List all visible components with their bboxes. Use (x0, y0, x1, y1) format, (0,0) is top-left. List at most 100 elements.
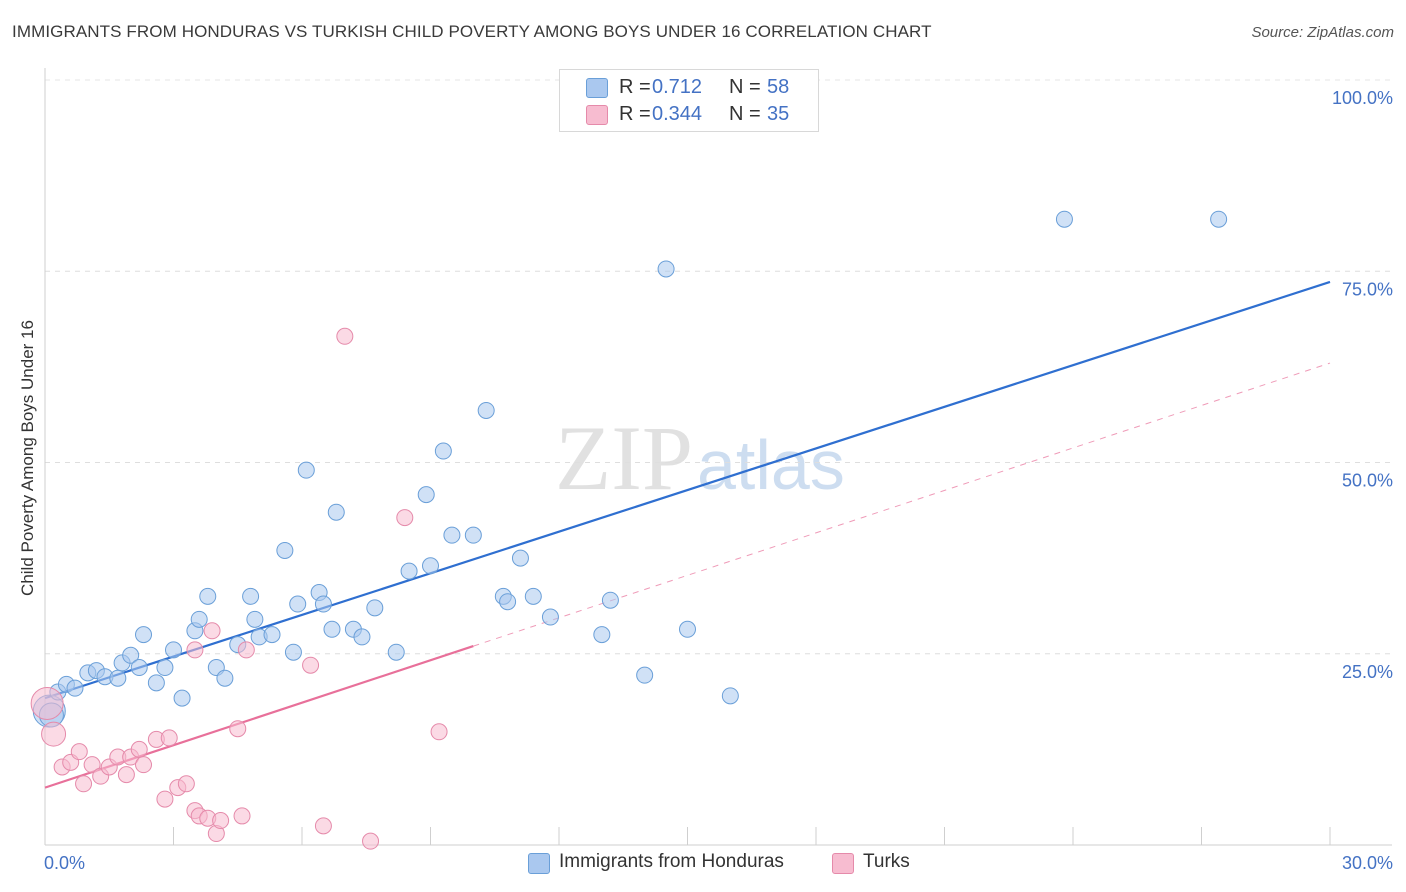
point-turks (336, 327, 354, 345)
point-honduras (601, 591, 619, 609)
point-honduras (387, 643, 405, 661)
point-honduras (323, 620, 341, 638)
point-honduras (190, 610, 208, 628)
point-honduras (327, 503, 345, 521)
point-turks (396, 509, 414, 527)
points-layer (30, 210, 1228, 850)
point-honduras (297, 461, 315, 479)
point-turks (212, 812, 230, 830)
source-text: Source: ZipAtlas.com (1251, 24, 1394, 41)
point-honduras (135, 626, 153, 644)
point-honduras (66, 679, 84, 697)
point-turks (203, 622, 221, 640)
point-honduras (263, 626, 281, 644)
bottom-legend-swatch-honduras (528, 853, 550, 874)
y-tick-label: 50.0% (1342, 471, 1393, 491)
point-honduras (314, 595, 332, 613)
point-honduras (434, 442, 452, 460)
bottom-legend-label-turks: Turks (863, 851, 910, 872)
point-honduras (417, 486, 435, 504)
point-turks (30, 686, 64, 720)
point-honduras (130, 659, 148, 677)
point-honduras (122, 646, 140, 664)
point-honduras (353, 628, 371, 646)
axes-layer (44, 68, 1392, 846)
point-turks (156, 790, 174, 808)
point-honduras (276, 541, 294, 559)
point-turks (75, 775, 93, 793)
chart-title: IMMIGRANTS FROM HONDURAS VS TURKISH CHIL… (12, 22, 932, 41)
point-turks (135, 756, 153, 774)
point-turks (117, 766, 135, 784)
legend-swatch-turks (586, 105, 608, 125)
bottom-legend-swatch-turks (832, 853, 854, 874)
point-honduras (156, 659, 174, 677)
point-honduras (443, 526, 461, 544)
legend-r-label: R = (619, 76, 651, 98)
y-axis-label: Child Poverty Among Boys Under 16 (18, 320, 37, 596)
legend-swatch-honduras (586, 78, 608, 98)
tick-labels: 25.0% 50.0% 75.0% 100.0% 0.0% 30.0% (44, 88, 1393, 873)
stats-legend: R = 0.712 N = 58 R = 0.344 N = 35 (559, 69, 819, 132)
legend-r-value: 0.344 (652, 103, 703, 125)
legend-r-label: R = (619, 103, 651, 125)
bottom-legend-label-honduras: Immigrants from Honduras (559, 851, 784, 872)
point-honduras (289, 595, 307, 613)
point-honduras (366, 599, 384, 617)
point-honduras (541, 608, 559, 626)
point-honduras (173, 689, 191, 707)
point-honduras (284, 643, 302, 661)
point-turks (430, 723, 448, 741)
point-turks (177, 775, 195, 793)
trend-layer (44, 280, 1331, 789)
point-turks (186, 641, 204, 659)
point-honduras (165, 641, 182, 659)
source-attribution: Source: ZipAtlas.com (1251, 24, 1394, 41)
point-honduras (593, 626, 611, 644)
legend-n-label: N = (729, 76, 761, 98)
point-honduras (109, 669, 127, 687)
point-turks (233, 807, 251, 825)
point-honduras (422, 557, 439, 575)
trend-line-turks-extension (473, 362, 1331, 647)
grid-layer (45, 79, 1392, 655)
point-honduras (511, 549, 529, 567)
point-turks (237, 641, 255, 659)
point-honduras (499, 593, 517, 611)
point-turks (160, 729, 178, 747)
point-honduras (721, 687, 739, 705)
point-turks (83, 756, 101, 774)
point-honduras (636, 666, 654, 684)
legend-n-value: 58 (767, 76, 790, 98)
point-honduras (1210, 210, 1228, 228)
point-turks (41, 721, 67, 747)
point-honduras (246, 610, 264, 628)
point-honduras (657, 260, 675, 278)
point-turks (362, 832, 380, 850)
legend-n-value: 35 (767, 103, 790, 125)
y-tick-label: 100.0% (1332, 88, 1393, 108)
point-honduras (400, 562, 418, 580)
point-honduras (216, 669, 234, 687)
point-honduras (464, 526, 482, 544)
point-honduras (679, 620, 696, 638)
point-honduras (1055, 210, 1073, 228)
watermark-atlas: atlas (697, 426, 845, 504)
y-tick-label: 75.0% (1342, 279, 1393, 299)
point-turks (70, 743, 88, 761)
x-tick-label: 0.0% (44, 853, 85, 873)
point-honduras (524, 587, 542, 605)
point-honduras (147, 674, 165, 692)
point-turks (314, 817, 332, 835)
legend-r-value: 0.712 (652, 76, 703, 98)
watermark: ZIPatlas (555, 405, 845, 511)
legend-n-label: N = (729, 103, 761, 125)
point-honduras (477, 401, 495, 419)
point-turks (130, 740, 148, 758)
point-honduras (199, 587, 217, 605)
point-turks (229, 720, 247, 738)
point-turks (302, 656, 320, 674)
y-tick-label: 25.0% (1342, 662, 1393, 682)
watermark-zip: ZIP (555, 407, 693, 509)
